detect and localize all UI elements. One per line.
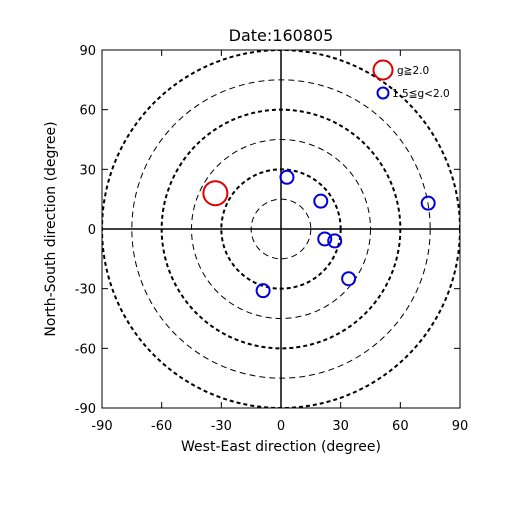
y-tick-label: -60	[75, 342, 96, 357]
y-tick-label: -90	[75, 402, 96, 417]
x-tick-label: -60	[151, 419, 172, 434]
y-axis-title: North-South direction (degree)	[43, 121, 59, 336]
x-axis-title: West-East direction (degree)	[181, 439, 381, 455]
y-tick-label: 90	[79, 44, 96, 59]
legend-label: 1.5≦g<2.0	[392, 88, 450, 100]
x-tick-label: -90	[91, 419, 112, 434]
y-tick-label: 60	[79, 104, 96, 119]
data-point	[341, 271, 357, 287]
x-tick-label: 30	[332, 419, 349, 434]
data-point	[279, 169, 295, 185]
chart-title: Date:160805	[229, 26, 334, 45]
data-points	[202, 169, 436, 299]
y-tick-label: 0	[88, 223, 96, 238]
legend: g≧2.0 1.5≦g<2.0	[372, 59, 450, 100]
data-point	[313, 193, 329, 209]
x-tick-label: 60	[392, 419, 409, 434]
x-tick-label: -30	[211, 419, 232, 434]
axes: -90 -60 -30 0 30 60 90 -90 -60 -30 0 30 60 90	[75, 44, 469, 434]
legend-marker	[376, 86, 390, 100]
legend-label: g≧2.0	[397, 65, 429, 77]
y-tick-label: 30	[79, 163, 96, 178]
data-point	[420, 195, 436, 211]
data-point	[202, 180, 229, 207]
x-tick-label: 90	[452, 419, 469, 434]
data-point	[317, 231, 333, 247]
data-point	[255, 283, 271, 299]
y-tick-label: -30	[75, 283, 96, 298]
x-tick-label: 0	[277, 419, 285, 434]
data-point	[327, 233, 343, 249]
legend-marker	[372, 59, 394, 81]
